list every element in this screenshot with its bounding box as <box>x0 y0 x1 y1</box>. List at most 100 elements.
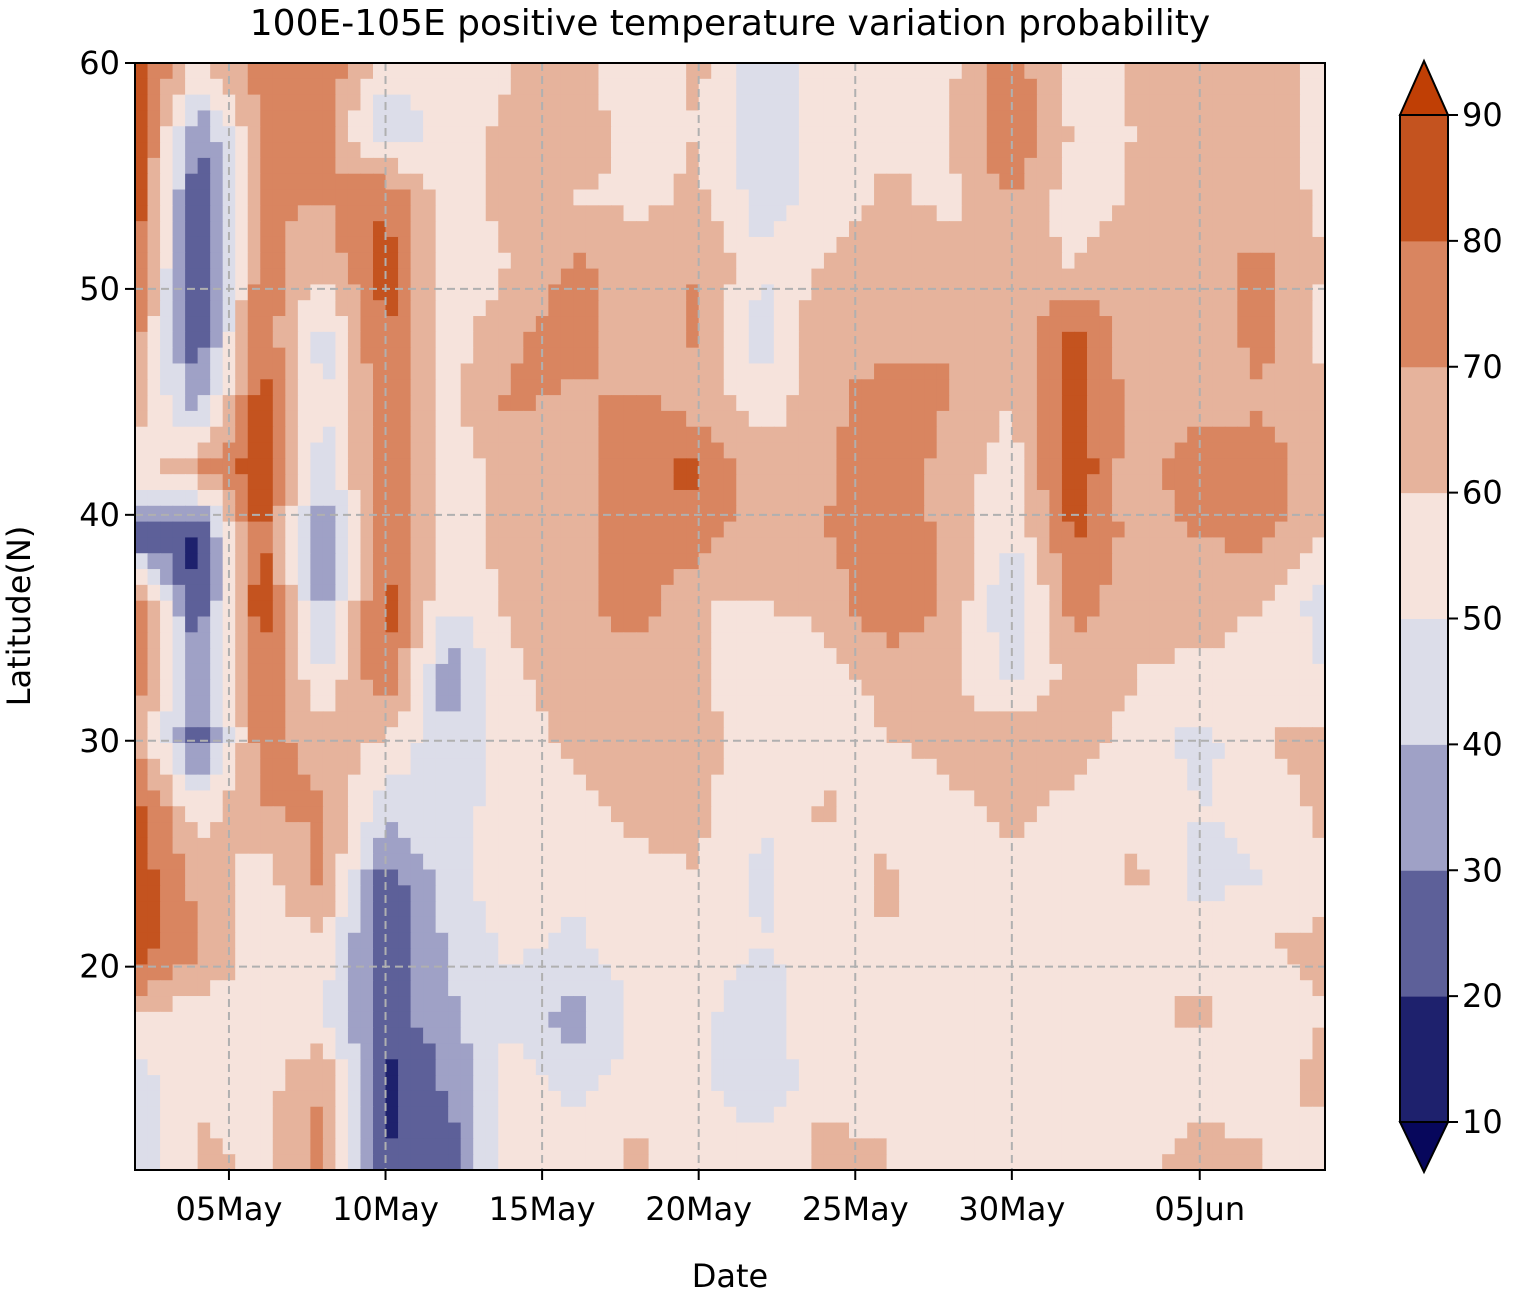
field-cell <box>347 442 362 459</box>
field-cell <box>310 458 324 475</box>
field-cell <box>773 395 787 412</box>
field-cell <box>598 569 612 586</box>
field-cell <box>135 284 149 301</box>
field-cell <box>197 553 211 570</box>
field-cell <box>185 869 199 886</box>
field-cell <box>1024 505 1038 523</box>
field-cell <box>197 616 211 633</box>
field-cell <box>185 822 199 839</box>
field-cell <box>1274 426 1289 444</box>
field-cell <box>748 822 762 839</box>
field-cell <box>510 173 524 191</box>
field-cell <box>1049 632 1063 649</box>
field-cell <box>723 822 737 839</box>
field-cell <box>823 727 838 744</box>
field-cell <box>310 63 324 80</box>
field-cell <box>1061 63 1076 80</box>
field-cell <box>235 806 249 823</box>
field-cell <box>210 790 224 807</box>
field-cell <box>986 521 1000 539</box>
field-cell <box>160 395 174 412</box>
field-cell <box>1087 489 1101 507</box>
field-cell <box>135 410 149 428</box>
field-cell <box>1149 695 1163 712</box>
field-cell <box>836 774 850 792</box>
field-cell <box>811 126 825 143</box>
field-cell <box>1274 600 1289 618</box>
field-cell <box>1274 869 1289 886</box>
field-cell <box>786 695 800 712</box>
field-cell <box>473 806 487 823</box>
field-cell <box>548 110 562 127</box>
field-cell <box>1061 806 1076 823</box>
field-cell <box>185 236 199 254</box>
field-cell <box>748 695 762 712</box>
field-cell <box>385 774 399 792</box>
field-cell <box>723 189 737 206</box>
field-cell <box>748 157 762 175</box>
field-cell <box>1162 632 1176 649</box>
field-cell <box>1187 679 1201 697</box>
field-cell <box>573 632 587 649</box>
field-cell <box>322 284 337 301</box>
field-cell <box>611 221 625 238</box>
field-cell <box>623 331 637 349</box>
field-cell <box>1162 869 1176 886</box>
field-cell <box>1149 806 1163 823</box>
field-cell <box>648 474 662 491</box>
field-cell <box>510 474 524 491</box>
field-cell <box>448 363 462 380</box>
field-cell <box>961 410 975 428</box>
field-cell <box>861 63 875 80</box>
field-cell <box>611 189 625 206</box>
field-cell <box>1262 252 1276 270</box>
field-cell <box>1262 236 1276 254</box>
field-cell <box>247 205 261 222</box>
field-cell <box>949 521 963 539</box>
field-cell <box>1212 743 1226 760</box>
field-cell <box>1112 774 1126 792</box>
field-cell <box>623 616 637 633</box>
field-cell <box>1099 78 1113 96</box>
field-cell <box>1287 316 1301 333</box>
field-cell <box>786 316 800 333</box>
field-cell <box>160 284 174 301</box>
field-cell <box>786 78 800 96</box>
field-cell <box>936 379 950 396</box>
field-cell <box>235 790 249 807</box>
field-cell <box>197 869 211 886</box>
field-cell <box>1087 157 1101 175</box>
field-cell <box>210 78 224 96</box>
field-cell <box>322 221 337 238</box>
field-cell <box>1024 537 1038 554</box>
field-cell <box>448 157 462 175</box>
field-cell <box>1187 711 1201 728</box>
field-cell <box>611 442 625 459</box>
field-cell <box>648 758 662 776</box>
field-cell <box>347 758 362 776</box>
field-cell <box>373 632 387 649</box>
field-cell <box>1249 173 1263 191</box>
field-cell <box>736 632 750 649</box>
field-cell <box>1149 537 1163 554</box>
field-cell <box>423 363 437 380</box>
field-cell <box>686 205 700 222</box>
field-cell <box>172 426 186 444</box>
field-cell <box>786 189 800 206</box>
field-cell <box>874 268 888 285</box>
field-cell <box>523 837 537 855</box>
field-cell <box>197 142 211 159</box>
field-cell <box>373 521 387 539</box>
field-cell <box>435 331 449 349</box>
field-cell <box>1312 711 1326 728</box>
field-cell <box>1087 537 1101 554</box>
field-cell <box>711 774 725 792</box>
field-cell <box>460 474 474 491</box>
field-cell <box>1274 221 1289 238</box>
field-cell <box>210 221 224 238</box>
field-cell <box>736 347 750 365</box>
field-cell <box>836 869 850 886</box>
field-cell <box>1287 252 1301 270</box>
field-cell <box>1124 474 1138 491</box>
field-cell <box>335 189 349 206</box>
